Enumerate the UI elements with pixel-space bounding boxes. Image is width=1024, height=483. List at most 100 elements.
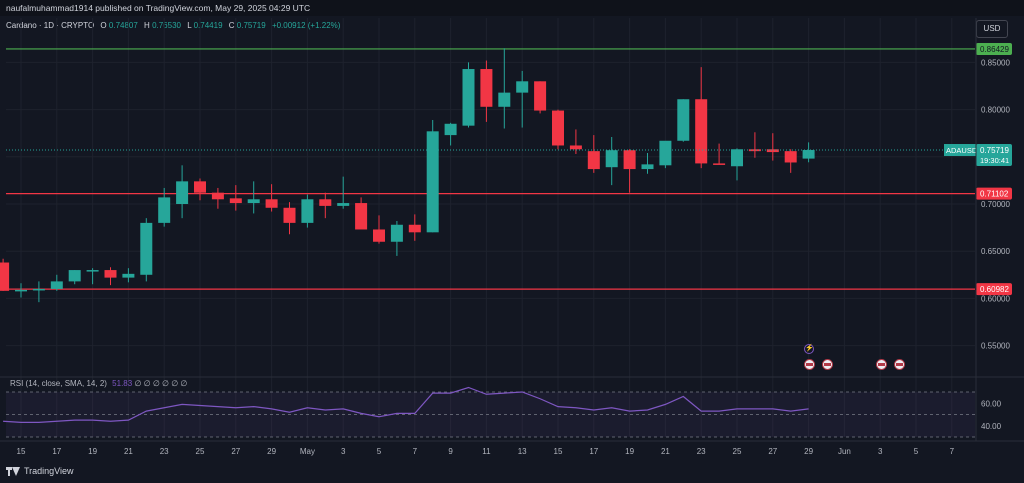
us-flag-event-icon[interactable] (822, 359, 833, 370)
candle-body (265, 199, 278, 208)
date-axis-label: 21 (124, 447, 133, 456)
candle-body (552, 110, 564, 146)
high-label: H (144, 21, 150, 30)
candle-body (480, 69, 493, 107)
candle-body (766, 149, 779, 153)
us-flag-event-icon[interactable] (804, 359, 815, 370)
date-axis-label: 15 (17, 447, 26, 456)
price-axis-label: 0.60000 (981, 294, 1010, 303)
candle-body (534, 81, 547, 111)
candle-body (337, 203, 350, 206)
date-axis-label: 7 (950, 447, 955, 456)
candle-body (695, 99, 708, 164)
candle-body (731, 149, 743, 167)
us-flag-event-icon[interactable] (894, 359, 905, 370)
us-flag-event-icon[interactable] (876, 359, 887, 370)
rsi-legend: RSI (14, close, SMA, 14, 2) 51.83 ∅ ∅ ∅ … (10, 379, 187, 388)
candle-body (516, 81, 529, 93)
level-price-tag (976, 283, 1012, 296)
candle-body (587, 151, 600, 170)
candle-body (229, 198, 242, 204)
price-axis-label: 0.55000 (981, 342, 1010, 351)
candle-body (748, 149, 761, 152)
date-axis-label: 17 (52, 447, 61, 456)
date-axis-label: 3 (341, 447, 346, 456)
rsi-label[interactable]: RSI (14, close, SMA, 14, 2) (10, 379, 107, 388)
symbol-tag (944, 144, 976, 157)
last-price-label: 0.75719 (980, 146, 1009, 155)
level-price-tag (976, 187, 1012, 200)
close-value: 0.75719 (236, 21, 266, 30)
date-axis-label: 9 (448, 447, 453, 456)
low-label: L (187, 21, 192, 30)
price-axis-label: 0.85000 (981, 58, 1010, 67)
symbol-title[interactable]: Cardano · 1D · CRYPTO (6, 21, 95, 30)
date-axis-label: 23 (160, 447, 169, 456)
ohlc-legend: Cardano · 1D · CRYPTO O 0.74807 H 0.7653… (6, 20, 340, 32)
low-value: 0.74419 (193, 21, 223, 30)
candle-body (104, 270, 117, 278)
candle-body (319, 199, 332, 206)
candle-body (623, 150, 636, 170)
tradingview-logo-icon (6, 466, 20, 476)
candle-body (0, 262, 10, 291)
candle-body (569, 145, 582, 150)
candle-body (802, 150, 815, 159)
date-axis-label: 25 (196, 447, 205, 456)
candle-body (713, 163, 726, 165)
candle-body (301, 199, 314, 223)
brand-name: TradingView (24, 466, 74, 476)
date-axis-label: 5 (914, 447, 919, 456)
candle-body (498, 92, 511, 107)
date-axis-label: 19 (625, 447, 634, 456)
candle-body (15, 289, 27, 292)
rsi-axis-label: 40.00 (981, 422, 1002, 431)
candle-body (194, 181, 206, 193)
candle-body (32, 288, 45, 291)
date-axis-label: 23 (697, 447, 706, 456)
candle-body (355, 203, 368, 230)
close-label: C (228, 21, 235, 30)
rsi-placeholders: ∅ ∅ ∅ ∅ ∅ ∅ (134, 379, 188, 388)
candle-body (390, 224, 403, 242)
candle-body (158, 197, 171, 223)
date-axis-label: Jun (838, 447, 851, 456)
candle-body (176, 181, 189, 204)
candle-body (50, 281, 63, 289)
tradingview-brand[interactable]: TradingView (6, 466, 74, 476)
change-value: +0.00912 (+1.22%) (271, 21, 341, 30)
level-price-label: 0.60982 (980, 285, 1009, 294)
date-axis-label: 29 (804, 447, 813, 456)
candle-body (86, 270, 99, 272)
date-axis-label: 21 (661, 447, 670, 456)
candle-body (659, 140, 672, 166)
level-price-label: 0.86429 (980, 45, 1009, 54)
publish-header: naufalmuhammad1914 published on TradingV… (0, 0, 1024, 16)
date-axis-label: 13 (518, 447, 527, 456)
countdown-label: 19:30:41 (980, 156, 1009, 165)
publish-info: naufalmuhammad1914 published on TradingV… (6, 3, 311, 13)
candle-body (426, 131, 439, 233)
candle-body (211, 192, 224, 200)
candle-body (247, 199, 260, 204)
candle-body (784, 151, 797, 163)
rsi-band (6, 392, 975, 437)
candle-body (677, 99, 690, 141)
rsi-line (3, 386, 809, 423)
candle-body (408, 224, 421, 233)
candle-body (283, 207, 296, 223)
date-axis-label: 27 (768, 447, 777, 456)
open-value: 0.74807 (108, 21, 138, 30)
candle-body (444, 123, 457, 136)
candle-body (605, 150, 618, 168)
rsi-value: 51.83 (112, 379, 133, 388)
open-label: O (100, 21, 107, 30)
date-axis-label: 3 (878, 447, 883, 456)
date-axis-label: 17 (589, 447, 598, 456)
flash-icon[interactable]: ⚡ (804, 344, 814, 354)
date-axis-label: 5 (377, 447, 382, 456)
candle-body (68, 270, 81, 282)
rsi-axis-label: 60.00 (981, 399, 1002, 408)
date-axis-label: 19 (88, 447, 97, 456)
